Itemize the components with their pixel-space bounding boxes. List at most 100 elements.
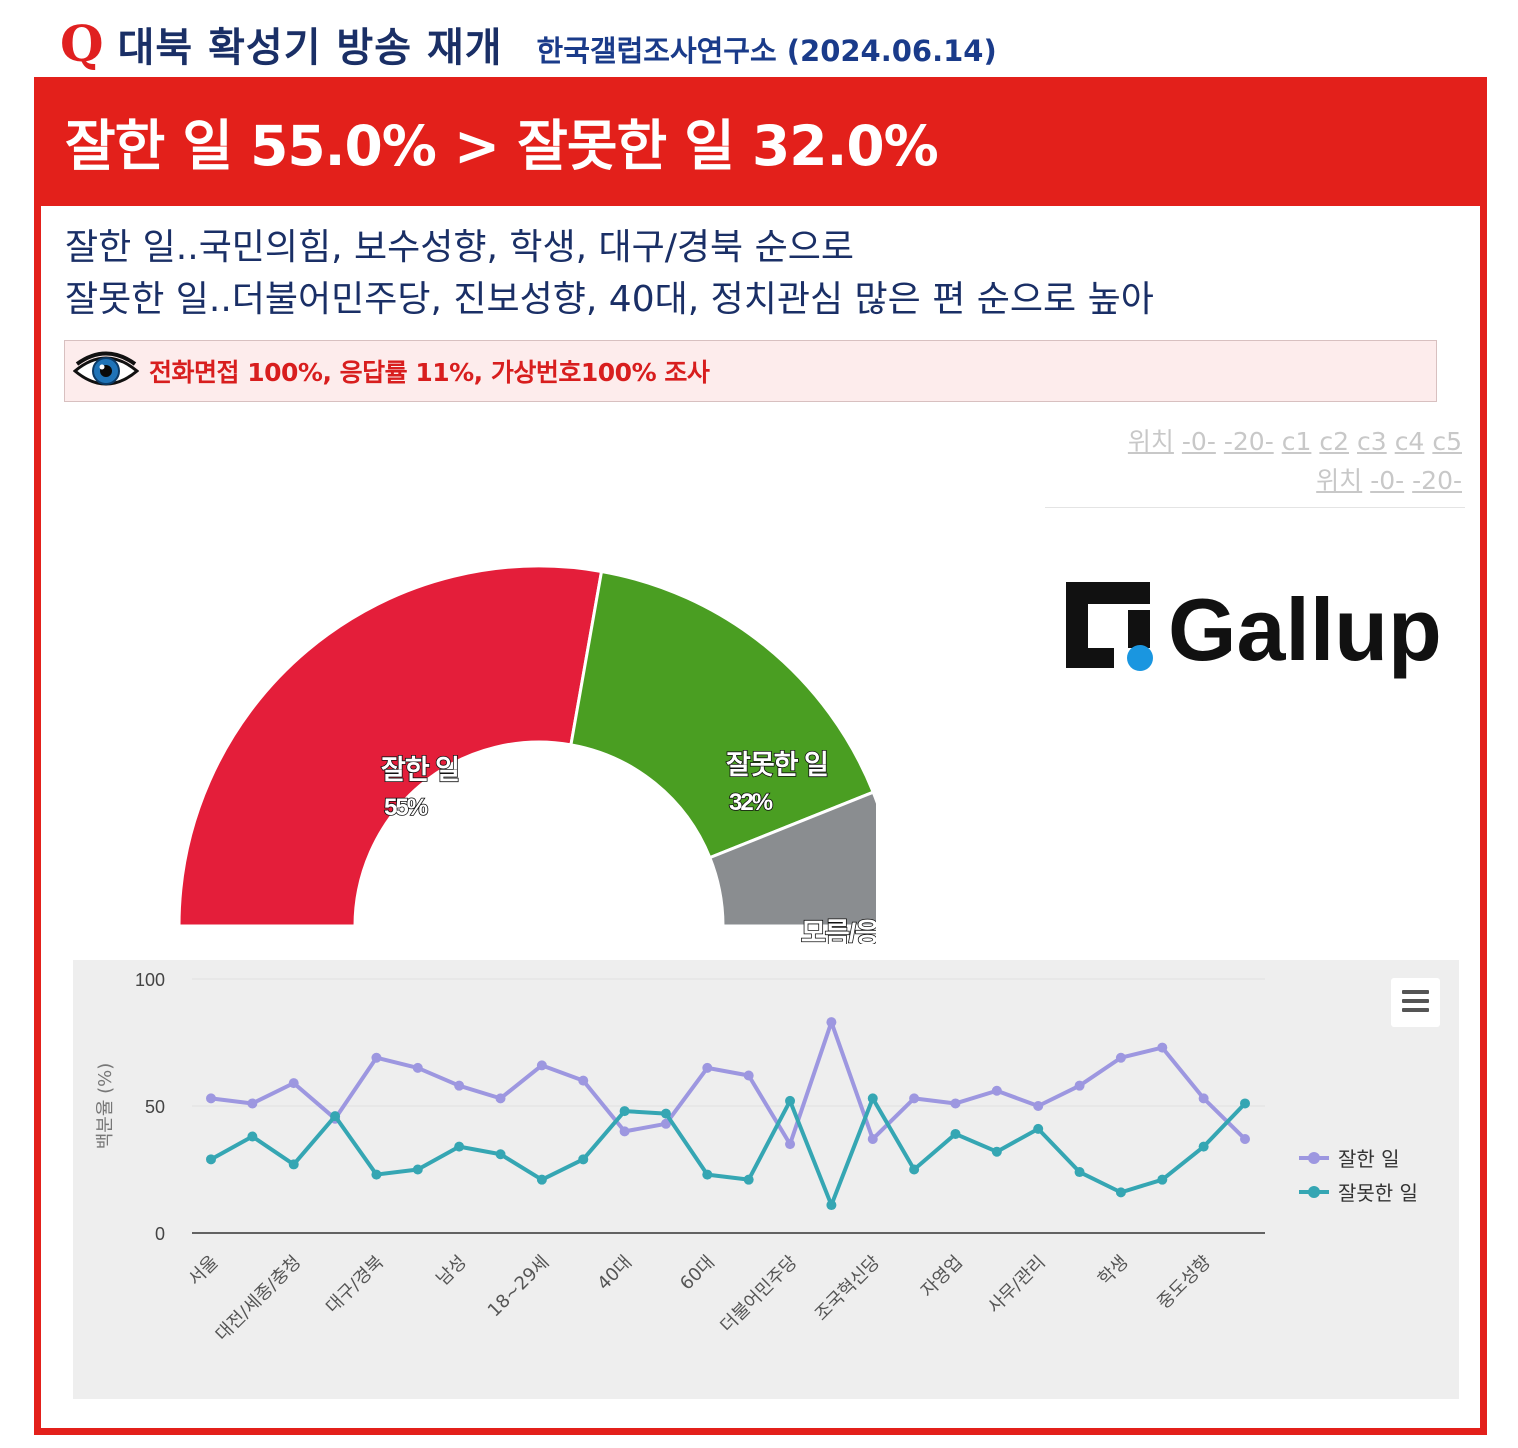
data-point[interactable]	[536, 1174, 547, 1185]
slice-label: 모름/응답거절	[801, 918, 876, 944]
line-chart-panel: 0 50 100 백분율 (%) 서울 대전/세종/충청 대구/경북 남성 18~29세 40대 6…	[73, 960, 1459, 1399]
pos-link[interactable]: c5	[1432, 427, 1462, 456]
series-line	[210, 1020, 1247, 1147]
pos-link[interactable]: -20-	[1412, 466, 1462, 495]
x-tick-label: 남성	[432, 1252, 470, 1290]
pos-link[interactable]: -20-	[1223, 427, 1274, 456]
gauge-slice[interactable]	[177, 564, 604, 928]
menu-icon-bar	[1402, 999, 1429, 1003]
data-point[interactable]	[1157, 1042, 1168, 1053]
data-point[interactable]	[1033, 1123, 1044, 1134]
data-point[interactable]	[412, 1062, 423, 1073]
data-point[interactable]	[288, 1078, 299, 1089]
data-point[interactable]	[1074, 1080, 1085, 1091]
gauge-slice[interactable]	[569, 569, 875, 860]
logo-wordmark: Gallup	[1168, 580, 1442, 679]
data-point[interactable]	[991, 1146, 1002, 1157]
pos-link[interactable]: c4	[1394, 427, 1425, 456]
data-point[interactable]	[288, 1159, 299, 1170]
data-point[interactable]	[330, 1111, 341, 1122]
data-point[interactable]	[950, 1128, 961, 1139]
summary-line-1: 잘한 일..국민의힘, 보수성향, 학생, 대구/경북 순으로	[65, 227, 854, 268]
pos-link[interactable]: -0-	[1370, 466, 1405, 495]
divider	[1045, 507, 1465, 508]
x-tick-label: 사무/관리	[984, 1252, 1050, 1318]
data-point[interactable]	[867, 1093, 878, 1104]
summary-line-2: 잘못한 일..더불어민주당, 진보성향, 40대, 정치관심 많은 편 순으로 …	[65, 279, 1154, 320]
data-point[interactable]	[785, 1139, 796, 1150]
data-point[interactable]	[743, 1070, 754, 1081]
data-point[interactable]	[826, 1017, 837, 1028]
x-tick-label: 서울	[184, 1252, 222, 1290]
data-point[interactable]	[1115, 1187, 1126, 1198]
page-title: 대북 확성기 방송 재개	[117, 25, 503, 71]
chart-menu-button[interactable]	[1391, 978, 1440, 1027]
data-point[interactable]	[412, 1164, 423, 1175]
data-point[interactable]	[1115, 1052, 1126, 1063]
y-tick-label: 0	[155, 1224, 165, 1244]
x-tick-label: 대전/세종/충청	[212, 1252, 306, 1346]
pos-link[interactable]: c2	[1319, 427, 1350, 456]
content-frame: 잘한 일 55.0% > 잘못한 일 32.0% 잘한 일..국민의힘, 보수성…	[34, 77, 1487, 1435]
data-point[interactable]	[495, 1093, 506, 1104]
pos-link[interactable]: 위치	[1127, 427, 1174, 456]
data-point[interactable]	[1198, 1141, 1209, 1152]
data-point[interactable]	[371, 1052, 382, 1063]
data-point[interactable]	[702, 1169, 713, 1180]
data-point[interactable]	[785, 1095, 796, 1106]
data-point[interactable]	[1198, 1093, 1209, 1104]
y-tick-label: 100	[135, 970, 165, 990]
data-point[interactable]	[619, 1126, 630, 1137]
position-links: 위치 -0- -20- c1 c2 c3 c4 c5 위치 -0- -20-	[1120, 422, 1462, 500]
data-point[interactable]	[247, 1131, 258, 1142]
data-point[interactable]	[702, 1062, 713, 1073]
x-tick-label: 40대	[593, 1252, 636, 1295]
data-point[interactable]	[660, 1118, 671, 1129]
x-tick-label: 중도성향	[1153, 1252, 1215, 1314]
y-tick-label: 50	[145, 1097, 165, 1117]
position-links-row-2: 위치 -0- -20-	[1120, 461, 1462, 500]
menu-icon-bar	[1402, 1008, 1429, 1012]
data-point[interactable]	[578, 1075, 589, 1086]
pos-link[interactable]: c1	[1281, 427, 1312, 456]
survey-source: 한국갤럽조사연구소 (2024.06.14)	[536, 34, 997, 68]
data-point[interactable]	[1240, 1098, 1250, 1109]
data-point[interactable]	[206, 1154, 216, 1165]
data-point[interactable]	[867, 1134, 878, 1145]
x-tick-label: 18~29세	[484, 1252, 554, 1322]
slice-label: 잘못한 일	[726, 750, 828, 780]
data-point[interactable]	[371, 1169, 382, 1180]
data-point[interactable]	[991, 1085, 1002, 1096]
data-point[interactable]	[1033, 1101, 1044, 1111]
gallup-logo: Gallup	[1066, 580, 1442, 679]
data-point[interactable]	[1157, 1174, 1168, 1185]
data-point[interactable]	[495, 1149, 506, 1160]
data-point[interactable]	[909, 1093, 920, 1104]
data-point[interactable]	[454, 1141, 465, 1152]
data-point[interactable]	[578, 1154, 589, 1165]
data-point[interactable]	[247, 1098, 258, 1109]
data-point[interactable]	[1074, 1167, 1085, 1178]
legend-item[interactable]: 잘못한 일	[1338, 1181, 1418, 1205]
data-point[interactable]	[1240, 1134, 1250, 1145]
data-point[interactable]	[454, 1080, 465, 1091]
x-tick-label: 자영업	[917, 1252, 967, 1302]
data-point[interactable]	[826, 1200, 837, 1211]
data-point[interactable]	[619, 1106, 630, 1117]
method-note: 전화면접 100%, 응답률 11%, 가상번호100% 조사	[64, 340, 1437, 402]
data-point[interactable]	[660, 1108, 671, 1119]
pos-link[interactable]: c3	[1357, 427, 1387, 456]
gauge-slice[interactable]	[708, 790, 876, 928]
x-tick-label: 조국혁신당	[811, 1252, 884, 1325]
headline-banner: 잘한 일 55.0% > 잘못한 일 32.0%	[41, 84, 1480, 206]
data-point[interactable]	[743, 1174, 754, 1185]
pos-link[interactable]: -0-	[1181, 427, 1216, 456]
summary-text: 잘한 일..국민의힘, 보수성향, 학생, 대구/경북 순으로 잘못한 일..더…	[65, 222, 1154, 326]
data-point[interactable]	[536, 1060, 547, 1071]
legend-item[interactable]: 잘한 일	[1338, 1147, 1400, 1171]
data-point[interactable]	[950, 1098, 961, 1109]
pos-link[interactable]: 위치	[1316, 466, 1363, 495]
data-point[interactable]	[206, 1093, 216, 1104]
data-point[interactable]	[909, 1164, 920, 1175]
